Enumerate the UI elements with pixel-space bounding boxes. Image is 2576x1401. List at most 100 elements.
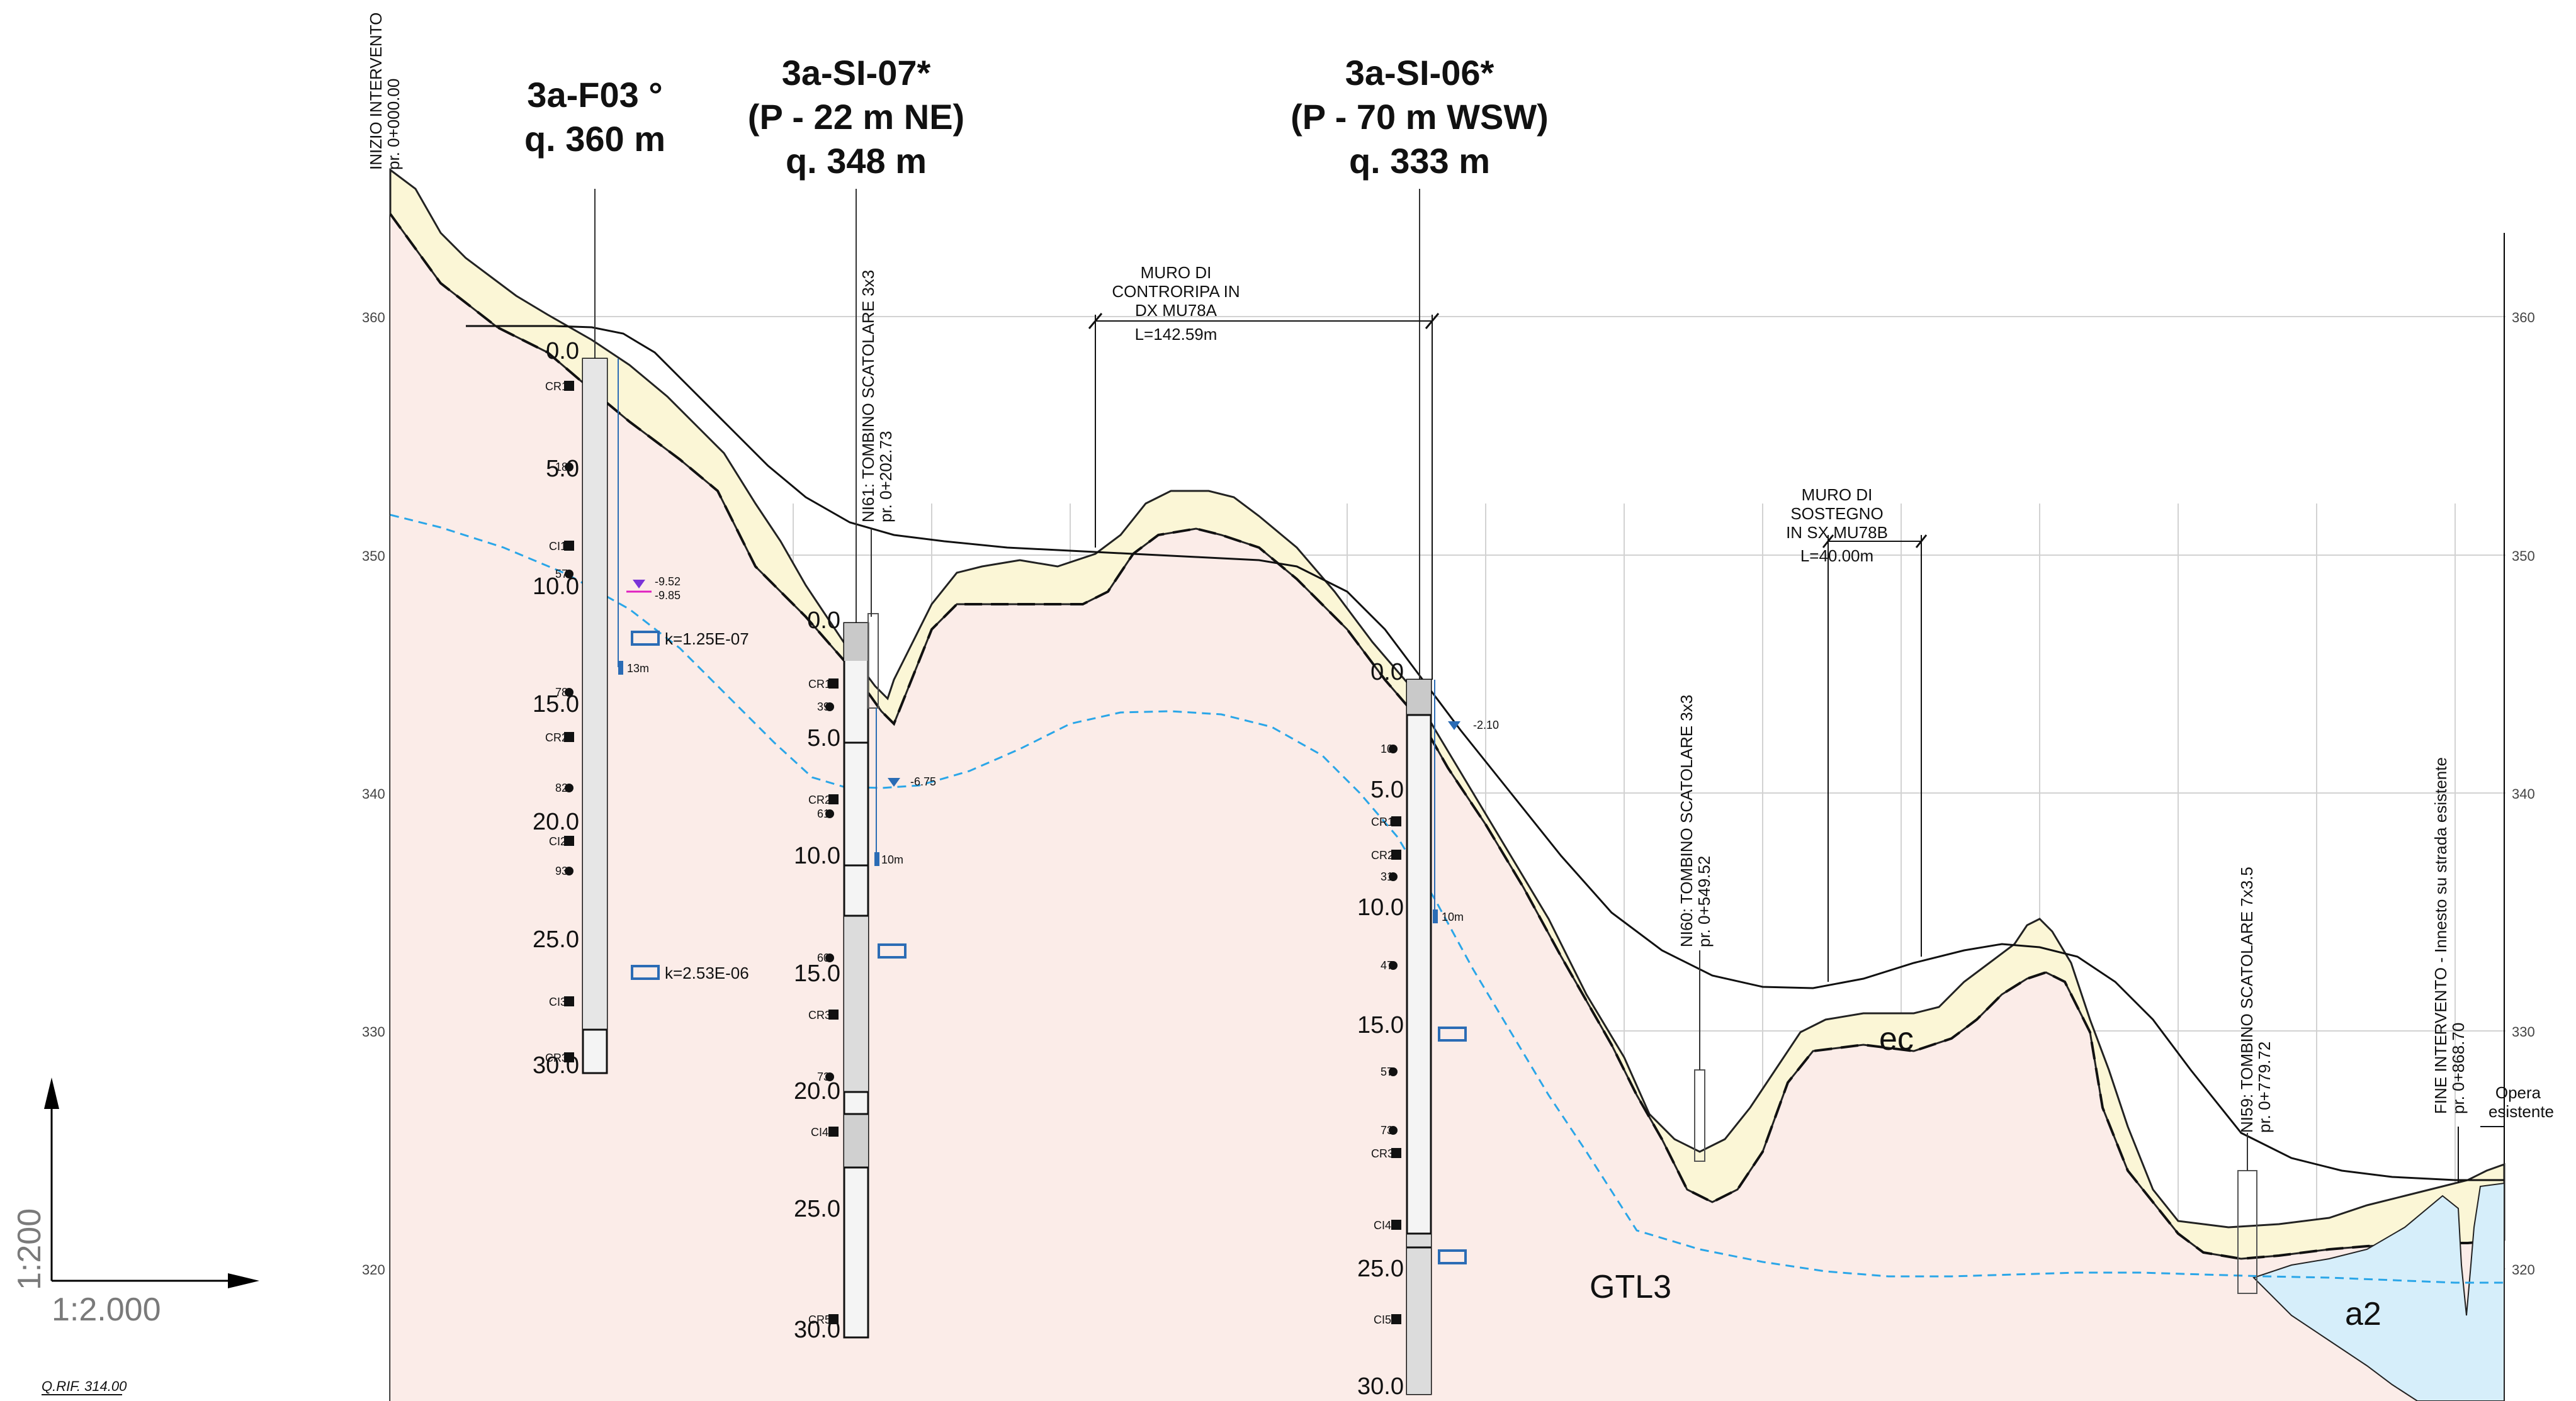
- depth-labels-si06: 0.0 5.0 10.0 15.0 25.0 30.0: [1357, 659, 1404, 1400]
- svg-text:pr. 0+000.00: pr. 0+000.00: [384, 79, 403, 170]
- a2-zone: [2252, 1182, 2505, 1401]
- svg-text:CR2: CR2: [1371, 849, 1394, 862]
- svg-text:10: 10: [1381, 743, 1393, 755]
- svg-text:NI60: TOMBINO SCATOLARE 3x3: NI60: TOMBINO SCATOLARE 3x3: [1677, 695, 1696, 947]
- svg-text:NI61: TOMBINO SCATOLARE 3x3: NI61: TOMBINO SCATOLARE 3x3: [859, 270, 878, 522]
- svg-text:CI4: CI4: [1374, 1219, 1391, 1232]
- svg-text:15.0: 15.0: [1357, 1012, 1404, 1038]
- svg-text:pr. 0+779.72: pr. 0+779.72: [2255, 1042, 2274, 1133]
- end-label: FINE INTERVENTO - Innesto su strada esis…: [2431, 757, 2468, 1114]
- svg-text:93: 93: [555, 865, 568, 877]
- svg-text:CI2: CI2: [549, 835, 567, 848]
- svg-text:CR2: CR2: [545, 731, 568, 744]
- svg-text:CI5: CI5: [1374, 1314, 1391, 1326]
- svg-text:MURO DI: MURO DI: [1802, 485, 1873, 504]
- svg-text:CR5: CR5: [808, 1314, 831, 1326]
- ec-layer: [389, 168, 2505, 1260]
- svg-text:0.0: 0.0: [807, 607, 840, 634]
- svg-text:5.0: 5.0: [1370, 777, 1404, 803]
- svg-text:pr. 0+549.52: pr. 0+549.52: [1695, 856, 1714, 947]
- svg-text:FINE INTERVENTO - Innesto su s: FINE INTERVENTO - Innesto su strada esis…: [2431, 757, 2450, 1114]
- borehole-title-si06: 3a-SI-06* (P - 70 m WSW) q. 333 m: [1291, 53, 1549, 181]
- svg-text:31: 31: [1381, 870, 1393, 883]
- water-mark-2: -9.85: [655, 589, 681, 602]
- elev-tick-350-right: 350: [2512, 548, 2535, 564]
- svg-text:60: 60: [817, 952, 830, 964]
- elev-tick-340: 340: [362, 786, 385, 802]
- svg-text:IN SX MU78B: IN SX MU78B: [1786, 523, 1888, 542]
- svg-text:20.0: 20.0: [533, 809, 579, 835]
- svg-text:39: 39: [817, 700, 830, 713]
- borehole-title-si07: 3a-SI-07* (P - 22 m NE) q. 348 m: [748, 53, 964, 181]
- svg-text:18: 18: [555, 461, 568, 473]
- depth-labels-f03: 0.0 5.0 10.0 15.0 20.0 25.0 30.0: [533, 338, 579, 1079]
- svg-text:5.0: 5.0: [807, 725, 840, 751]
- elev-tick-340-right: 340: [2512, 786, 2535, 802]
- svg-text:CR3: CR3: [808, 1009, 831, 1021]
- svg-text:CR1: CR1: [545, 380, 568, 393]
- svg-text:3a-F03 °: 3a-F03 °: [527, 75, 662, 115]
- svg-text:20.0: 20.0: [794, 1078, 840, 1105]
- elev-tick-320: 320: [362, 1262, 385, 1278]
- borehole-column-si06: 10m -2.10: [1406, 189, 1499, 1395]
- elev-tick-330-right: 330: [2512, 1024, 2535, 1040]
- svg-text:30.0: 30.0: [1357, 1373, 1404, 1400]
- svg-text:CI4: CI4: [811, 1126, 828, 1139]
- zone-label-ec: ec: [1879, 1021, 1914, 1057]
- svg-text:3a-SI-06*: 3a-SI-06*: [1345, 53, 1494, 93]
- water-mark-1: -9.52: [655, 575, 681, 588]
- svg-text:73: 73: [817, 1071, 830, 1083]
- svg-text:q. 333 m: q. 333 m: [1349, 141, 1490, 181]
- svg-text:10.0: 10.0: [1357, 894, 1404, 921]
- water-mark-3: -6.75: [910, 775, 936, 788]
- elev-tick-360: 360: [362, 310, 385, 325]
- svg-text:NI59: TOMBINO SCATOLARE 7x3.5: NI59: TOMBINO SCATOLARE 7x3.5: [2237, 867, 2256, 1133]
- start-label: INIZIO INTERVENTO pr. 0+000.00: [366, 13, 403, 170]
- svg-text:78: 78: [555, 686, 568, 699]
- svg-text:15.0: 15.0: [794, 960, 840, 987]
- elev-tick-350: 350: [362, 548, 385, 564]
- depth-labels-si07: 0.0 5.0 10.0 15.0 20.0 25.0 30.0: [794, 607, 840, 1343]
- svg-text:CI3: CI3: [549, 996, 567, 1008]
- svg-text:MURO DI: MURO DI: [1141, 263, 1212, 282]
- svg-text:47: 47: [1381, 959, 1393, 972]
- svg-text:25.0: 25.0: [794, 1196, 840, 1222]
- svg-text:61: 61: [817, 807, 830, 820]
- svg-text:INIZIO INTERVENTO: INIZIO INTERVENTO: [366, 13, 385, 170]
- svg-text:10.0: 10.0: [533, 573, 579, 600]
- svg-text:(P - 70 m WSW): (P - 70 m WSW): [1291, 97, 1549, 137]
- svg-text:CR3: CR3: [1371, 1147, 1394, 1160]
- wall-annotation-mu78b: MURO DI SOSTEGNO IN SX MU78B L=40.00m: [1786, 485, 1928, 982]
- permeability-2: k=2.53E-06: [665, 964, 749, 982]
- opera-label: Opera esistente: [2458, 1083, 2554, 1183]
- reference-label: Q.RIF. 314.00: [42, 1378, 127, 1395]
- zone-label-a2: a2: [2345, 1296, 2381, 1332]
- svg-text:pr. 0+202.73: pr. 0+202.73: [876, 431, 895, 522]
- samples-si06: CR1 CR2 CR3 CI4 CI5 10 31 47 57 73: [1371, 743, 1401, 1326]
- svg-text:CR3: CR3: [545, 1052, 568, 1064]
- piezo-label-si07: 10m: [881, 853, 903, 866]
- wall-annotation-mu78a: MURO DI CONTRORIPA IN DX MU78A L=142.59m: [1088, 263, 1440, 680]
- elev-tick-360-right: 360: [2512, 310, 2535, 325]
- svg-text:0.0: 0.0: [546, 338, 579, 364]
- svg-text:73: 73: [1381, 1124, 1393, 1137]
- water-mark-4: -2.10: [1473, 719, 1499, 731]
- svg-text:esistente: esistente: [2488, 1102, 2554, 1121]
- svg-text:25.0: 25.0: [533, 926, 579, 953]
- svg-text:Q.RIF. 314.00: Q.RIF. 314.00: [42, 1378, 127, 1394]
- vertical-scale-label: 1:200: [11, 1208, 48, 1290]
- svg-text:DX MU78A: DX MU78A: [1135, 301, 1217, 320]
- svg-text:Opera: Opera: [2495, 1083, 2541, 1102]
- elev-tick-320-right: 320: [2512, 1262, 2535, 1278]
- svg-text:57: 57: [1381, 1066, 1393, 1078]
- svg-text:q. 348 m: q. 348 m: [786, 141, 927, 181]
- permeability-1: k=1.25E-07: [665, 629, 749, 648]
- svg-text:10.0: 10.0: [794, 843, 840, 869]
- elev-tick-330: 330: [362, 1024, 385, 1040]
- borehole-title-f03: 3a-F03 ° q. 360 m: [524, 75, 665, 159]
- elevation-axis-left: 360 350 340 330 320: [362, 310, 385, 1278]
- svg-text:0.0: 0.0: [1370, 659, 1404, 685]
- piezo-label-f03: 13m: [627, 662, 649, 675]
- svg-text:q. 360 m: q. 360 m: [524, 119, 665, 159]
